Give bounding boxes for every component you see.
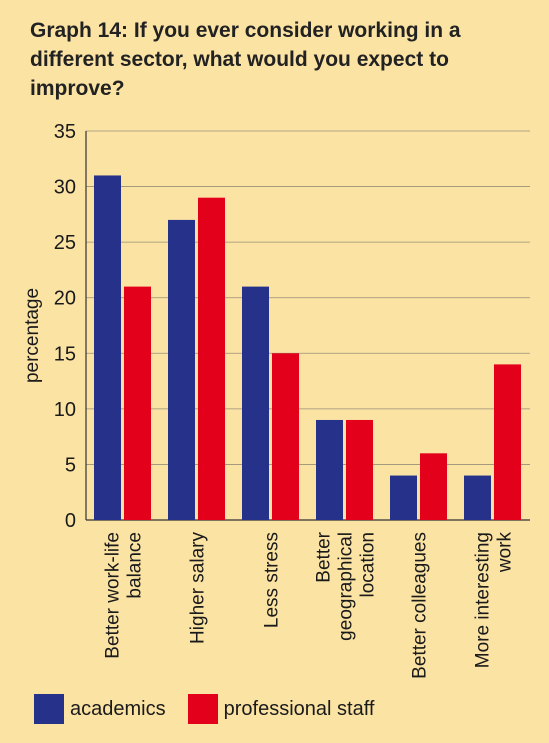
legend-swatch-academics xyxy=(34,694,64,724)
category-label-0-1: balance xyxy=(125,532,146,599)
bar-academics-1 xyxy=(168,219,195,520)
legend-label-professional-staff: professional staff xyxy=(223,697,375,720)
y-axis-label: percentage xyxy=(22,288,43,383)
y-tick-label-0: 0 xyxy=(65,510,76,532)
legend-label-academics: academics xyxy=(70,697,166,720)
y-tick-label-5: 5 xyxy=(65,454,76,476)
bar-professional-staff-5 xyxy=(494,364,521,520)
y-tick-label-20: 20 xyxy=(54,288,76,310)
category-label-3-1: geographical xyxy=(336,532,357,641)
bar-academics-5 xyxy=(464,475,491,520)
bar-academics-0 xyxy=(94,175,121,520)
category-label-1-0: Higher salary xyxy=(188,532,209,644)
y-tick-label-10: 10 xyxy=(54,399,76,421)
category-label-3-0: Better xyxy=(314,531,335,582)
legend-swatch-professional-staff xyxy=(187,694,218,724)
y-tick-label-15: 15 xyxy=(54,343,76,365)
chart-legend: academics professional staff xyxy=(34,694,396,724)
legend-item-academics: academics xyxy=(34,694,166,724)
bar-professional-staff-4 xyxy=(420,453,447,520)
y-tick-label-25: 25 xyxy=(54,232,76,254)
bar-professional-staff-3 xyxy=(346,419,373,520)
legend-item-professional-staff: professional staff xyxy=(187,694,375,724)
category-label-4-0: Better colleagues xyxy=(410,532,431,679)
category-label-2-0: Less stress xyxy=(262,532,283,628)
category-label-3-2: location xyxy=(358,532,379,598)
y-tick-label-35: 35 xyxy=(54,121,76,143)
bar-academics-4 xyxy=(390,475,417,520)
bar-professional-staff-2 xyxy=(272,353,299,520)
category-label-5-1: work xyxy=(495,532,516,574)
bar-academics-3 xyxy=(316,419,343,520)
bar-professional-staff-1 xyxy=(198,197,225,520)
category-label-5-0: More interesting xyxy=(473,532,494,668)
bar-academics-2 xyxy=(242,286,269,520)
bar-professional-staff-0 xyxy=(124,286,151,520)
category-label-0-0: Better work-life xyxy=(103,532,124,659)
chart-title: Graph 14: If you ever consider working i… xyxy=(30,19,461,100)
y-tick-label-30: 30 xyxy=(54,177,76,199)
